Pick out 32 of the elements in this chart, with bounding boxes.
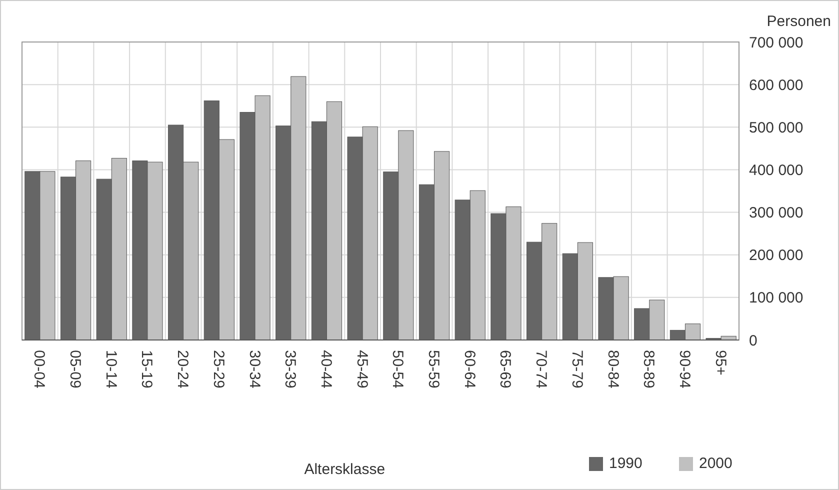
x-tick-label: 45-49 — [353, 350, 370, 388]
x-tick-label: 35-39 — [282, 350, 299, 388]
x-tick-label: 05-09 — [66, 350, 84, 388]
x-tick-label: 90-94 — [676, 350, 693, 388]
x-tick-label: 50-54 — [389, 350, 406, 388]
x-tick-label: 00-04 — [30, 350, 48, 388]
y-tick-label: 500 000 — [749, 119, 804, 136]
legend-label: 1990 — [609, 455, 642, 472]
x-tick-label: 65-69 — [496, 350, 514, 388]
x-tick-label: 70-74 — [532, 350, 550, 388]
y-tick-label: 400 000 — [749, 162, 804, 179]
x-tick-label: 85-89 — [640, 350, 658, 388]
x-tick-label: 20-24 — [174, 350, 192, 388]
legend-label: 2000 — [699, 455, 732, 472]
x-tick-label: 40-44 — [317, 350, 334, 388]
y-axis-title: Personen — [766, 13, 831, 30]
x-tick-label: 10-14 — [102, 350, 120, 388]
x-tick-label: 75-79 — [568, 350, 586, 388]
x-axis-title: Altersklasse — [304, 461, 386, 478]
x-tick-label: 55-59 — [425, 350, 442, 388]
y-tick-label: 700 000 — [749, 34, 804, 52]
x-tick-label: 30-34 — [246, 350, 263, 388]
y-tick-label: 100 000 — [749, 290, 804, 307]
y-tick-label: 0 — [749, 332, 758, 350]
y-tick-label: 600 000 — [749, 76, 804, 94]
x-tick-label: 15-19 — [138, 350, 156, 388]
y-tick-label: 200 000 — [749, 247, 804, 264]
y-tick-label: 300 000 — [749, 204, 804, 222]
x-tick-label: 25-29 — [210, 350, 227, 388]
x-tick-label: 95+ — [712, 350, 729, 376]
x-tick-label: 60-64 — [460, 350, 478, 388]
x-tick-label: 80-84 — [604, 350, 622, 388]
